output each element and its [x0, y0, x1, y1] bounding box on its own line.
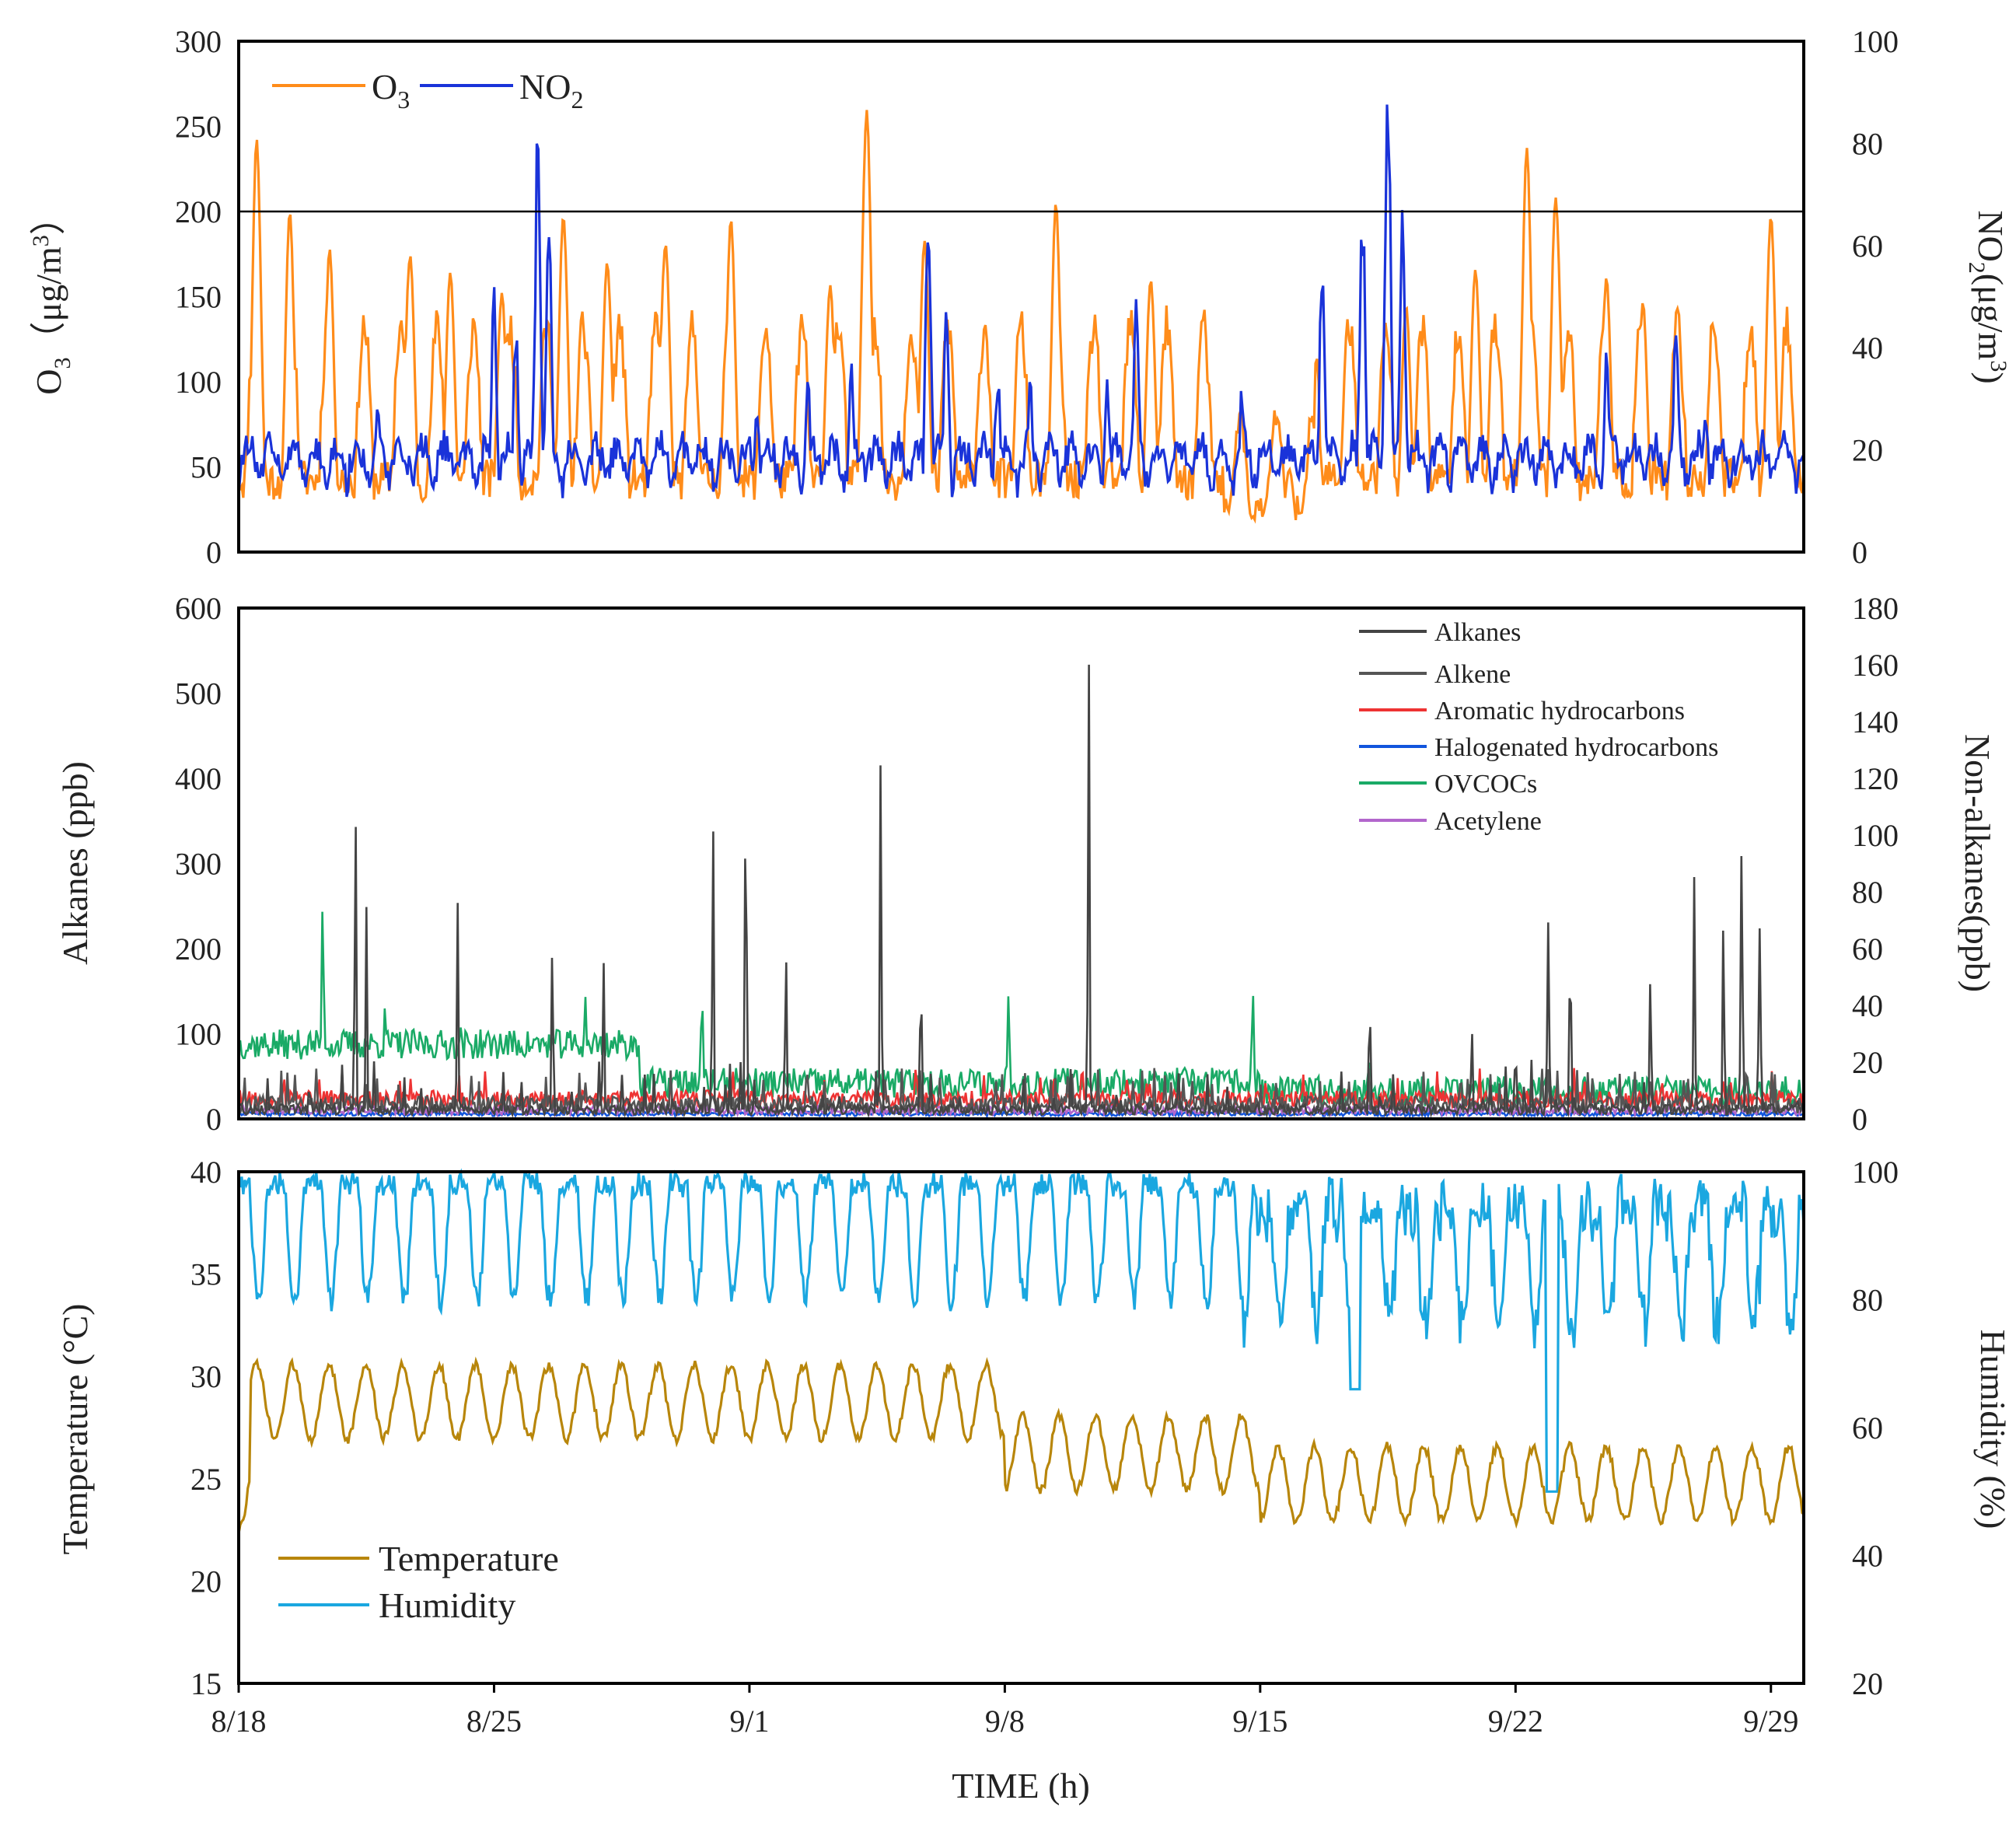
legend-alkanes-label: Alkanes	[1434, 618, 1521, 647]
no2-axis-label: NO2(μg/m3)	[1964, 210, 2011, 383]
legend-middle: Alkanes Alkene Aromatic hydrocarbons Hal…	[1359, 618, 1718, 836]
legend-temperature-label: Temperature	[379, 1539, 559, 1578]
legend-alkene-label: Alkene	[1434, 660, 1511, 689]
humidity-axis-label: Humidity (%)	[1973, 1330, 2013, 1529]
top-right-ticks-label-5: 100	[1852, 24, 1899, 59]
bot-left-ticks-label-2: 25	[190, 1462, 222, 1497]
temperature-axis-label: Temperature (°C)	[55, 1304, 95, 1555]
alkanes-axis-label: Alkanes (ppb)	[55, 761, 95, 965]
bot-right-ticks-label-2: 60	[1852, 1410, 1883, 1445]
bot-left-ticks-label-5: 40	[190, 1155, 222, 1190]
bot-left-ticks-label-1: 20	[190, 1564, 222, 1599]
top-left-ticks-label-1: 50	[190, 450, 222, 485]
bot-right-ticks-label-3: 80	[1852, 1283, 1883, 1318]
mid-left-ticks-label-5: 500	[175, 676, 222, 711]
no2-series-line	[237, 104, 1805, 498]
bot-left-ticks-label-4: 35	[190, 1257, 222, 1292]
legend-no2-label: NO2	[519, 67, 583, 114]
top-right-ticks-label-0: 0	[1852, 535, 1868, 570]
o3-axis-ticks: 0 50 100 150 200 250 300	[175, 24, 222, 570]
top-right-ticks-label-3: 60	[1852, 229, 1883, 264]
panel-bottom: 15 20 25 30 35 40 20 40 60 80 100 8/18 8/25 9/1 9/8 9…	[55, 1155, 2013, 1805]
non-alkanes-axis-label: Non-alkanes(ppb)	[1958, 734, 1997, 992]
no2-axis-ticks: 0 20 40 60 80 100	[1852, 24, 1899, 570]
mid-left-ticks-label-0: 0	[206, 1102, 222, 1137]
legend-acetylene-label: Acetylene	[1434, 807, 1542, 836]
legend-halogen-label: Halogenated hydrocarbons	[1434, 733, 1718, 762]
temperature-axis-ticks: 15 20 25 30 35 40	[190, 1155, 222, 1701]
mid-left-ticks-label-1: 100	[175, 1017, 222, 1052]
top-left-ticks-label-4: 200	[175, 194, 222, 229]
x-tick-label-6: 9/29	[1743, 1704, 1798, 1739]
bot-right-ticks-label-0: 20	[1852, 1666, 1883, 1701]
mid-right-ticks-label-1: 20	[1852, 1045, 1883, 1080]
o3-series-line	[237, 110, 1805, 524]
mid-right-ticks-label-7: 140	[1852, 704, 1899, 739]
top-left-ticks-label-2: 100	[175, 365, 222, 400]
mid-left-ticks-label-3: 300	[175, 847, 222, 882]
mid-right-ticks-label-5: 100	[1852, 818, 1899, 853]
top-right-ticks-label-2: 40	[1852, 330, 1883, 365]
panel-middle-frame	[237, 606, 1805, 1120]
panel-bottom-frame	[237, 1170, 1805, 1685]
bot-right-ticks-label-4: 100	[1852, 1155, 1899, 1190]
non-alkanes-axis-ticks: 0 20 40 60 80 100 120 140 160 180	[1852, 591, 1899, 1137]
bottom-series-layer	[237, 1168, 1805, 1534]
legend-ovocs-label: OVCOCs	[1434, 770, 1537, 799]
mid-left-ticks-label-6: 600	[175, 591, 222, 626]
mid-right-ticks-label-0: 0	[1852, 1102, 1868, 1137]
bot-left-ticks-label-3: 30	[190, 1359, 222, 1394]
mid-left-ticks-label-2: 200	[175, 931, 222, 966]
top-right-ticks-label-4: 80	[1852, 126, 1883, 161]
alkene-series-line	[237, 1068, 1805, 1117]
alkanes-axis-ticks: 0 100 200 300 400 500 600	[175, 591, 222, 1137]
bot-left-ticks-label-0: 15	[190, 1666, 222, 1701]
bot-right-ticks-label-1: 40	[1852, 1539, 1883, 1574]
top-left-ticks-label-3: 150	[175, 280, 222, 315]
o3-axis-label: O3（μg/m3）	[28, 199, 75, 394]
top-left-ticks-label-6: 300	[175, 24, 222, 59]
legend-top: O3 NO2	[272, 67, 583, 114]
middle-series-layer	[237, 664, 1805, 1120]
mid-right-ticks-label-6: 120	[1852, 761, 1899, 796]
x-tick-label-0: 8/18	[211, 1704, 266, 1739]
x-tick-label-2: 9/1	[729, 1704, 769, 1739]
top-left-ticks-label-5: 250	[175, 110, 222, 145]
legend-humidity-label: Humidity	[379, 1585, 515, 1625]
alkanes-series-line	[237, 664, 1805, 1119]
mid-right-ticks-label-9: 180	[1852, 591, 1899, 626]
x-tick-label-3: 9/8	[985, 1704, 1025, 1739]
temperature-series-line	[237, 1356, 1805, 1534]
mid-right-ticks-label-4: 80	[1852, 875, 1883, 910]
legend-bottom: Temperature Humidity	[278, 1539, 559, 1625]
x-axis-ticks: 8/18 8/25 9/1 9/8 9/15 9/22 9/29	[211, 1683, 1798, 1739]
top-series-layer	[237, 104, 1805, 524]
humidity-axis-ticks: 20 40 60 80 100	[1852, 1155, 1899, 1701]
panel-top-frame	[237, 40, 1805, 554]
x-tick-label-5: 9/22	[1488, 1704, 1543, 1739]
humidity-series-line	[238, 1168, 1805, 1493]
top-right-ticks-label-1: 20	[1852, 433, 1883, 468]
panel-top: 0 50 100 150 200 250 300 0 20 40 60 80 100 O3（μg/m3…	[28, 24, 2011, 570]
mid-right-ticks-label-2: 40	[1852, 988, 1883, 1023]
x-axis-label: TIME (h)	[952, 1766, 1090, 1805]
top-left-ticks-label-0: 0	[206, 535, 222, 570]
x-tick-label-4: 9/15	[1232, 1704, 1288, 1739]
mid-left-ticks-label-4: 400	[175, 761, 222, 796]
mid-right-ticks-label-8: 160	[1852, 648, 1899, 683]
panel-middle: 0 100 200 300 400 500 600 0 20 40 60 80 100 120 140 16…	[55, 591, 1997, 1137]
legend-aromatic-label: Aromatic hydrocarbons	[1434, 697, 1685, 725]
legend-o3-label: O3	[372, 67, 410, 114]
x-tick-label-1: 8/25	[466, 1704, 522, 1739]
mid-right-ticks-label-3: 60	[1852, 931, 1883, 966]
